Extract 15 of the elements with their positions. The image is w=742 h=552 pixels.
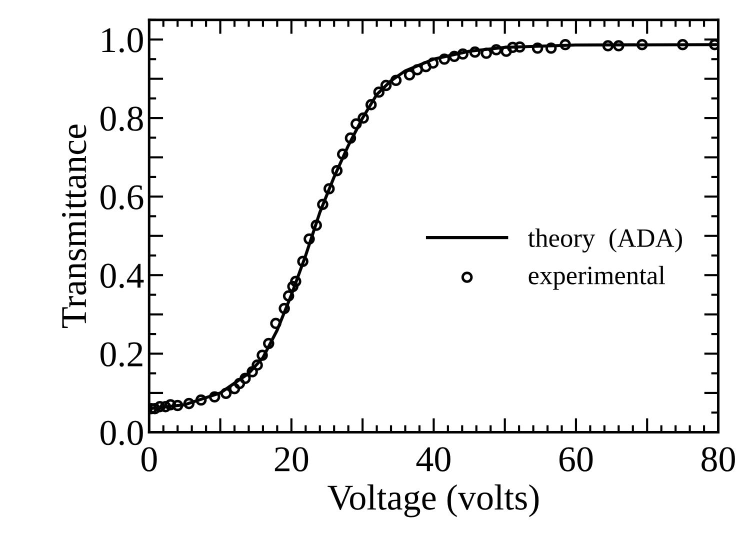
legend-label: experimental <box>528 266 665 290</box>
y-tick-label: 0.6 <box>100 185 144 210</box>
y-tick-label: 0.0 <box>100 420 143 446</box>
y-axis-title: Transmittance <box>62 124 86 328</box>
x-tick-label: 40 <box>416 447 450 472</box>
x-axis-title: Voltage (volts) <box>328 484 539 518</box>
legend-label: theory (ADA) <box>528 228 682 252</box>
y-tick-label: 0.8 <box>100 106 143 132</box>
x-tick-label: 0 <box>141 447 157 472</box>
x-tick-label: 80 <box>702 447 735 472</box>
x-tick-label: 60 <box>559 447 593 472</box>
y-tick-label: 1.0 <box>102 28 143 53</box>
y-tick-label: 0.4 <box>100 264 144 288</box>
y-tick-label: 0.2 <box>100 342 142 367</box>
x-tick-label: 20 <box>274 447 308 472</box>
